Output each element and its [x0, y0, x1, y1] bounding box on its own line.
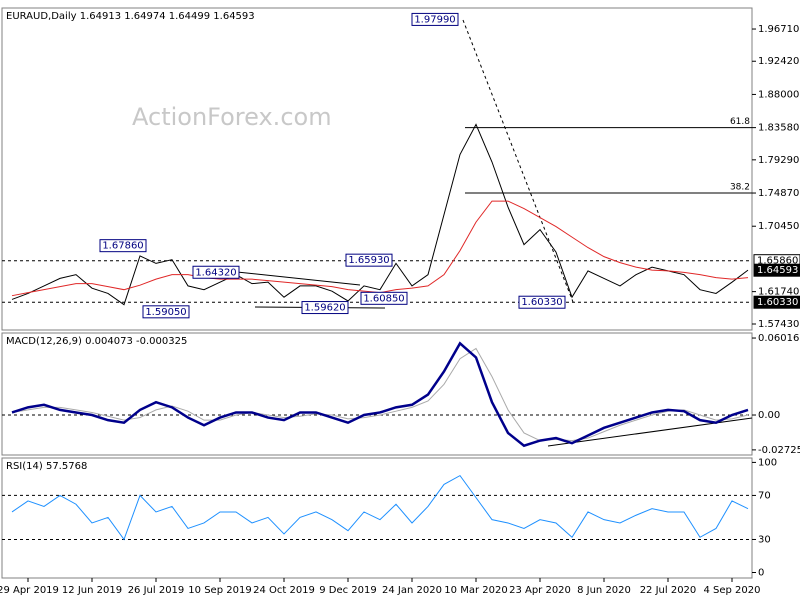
- y-tick-label: 1.57430: [758, 319, 799, 330]
- y-tick-label: -0.02725: [758, 445, 800, 456]
- series-line: [11, 474, 749, 541]
- pane-title: MACD(12,26,9) 0.004073 -0.000325: [6, 336, 187, 347]
- annotation-label: 1.65930: [348, 255, 389, 266]
- trend-line: [462, 19, 574, 303]
- y-tick-label: 1.92420: [758, 56, 799, 67]
- y-tick-label: 0: [758, 567, 764, 578]
- x-tick-label: 12 Jun 2019: [62, 585, 122, 596]
- x-tick-label: 26 Jul 2019: [128, 585, 185, 596]
- y-tick-label: 30: [758, 534, 771, 545]
- x-tick-label: 24 Oct 2019: [253, 585, 315, 596]
- annotation-box: [411, 12, 459, 26]
- x-tick-label: 29 Apr 2019: [0, 585, 59, 596]
- y-tick-label: 1.96710: [758, 24, 799, 35]
- y-tick-label: 1.74870: [758, 188, 799, 199]
- y-tick-label: 1.79290: [758, 155, 799, 166]
- annotation-label: 1.67860: [102, 241, 143, 252]
- pane-title: RSI(14) 57.5768: [6, 461, 87, 472]
- annotation-box: [142, 305, 190, 319]
- price-box: [753, 295, 800, 309]
- price-box: [753, 263, 800, 277]
- fib-label: 38.2: [730, 183, 750, 193]
- annotation-box: [192, 265, 240, 279]
- annotation-box: [301, 301, 349, 315]
- y-tick-label: 1.88000: [758, 89, 799, 100]
- x-tick-label: 22 Jul 2020: [640, 585, 697, 596]
- annotation-label: 1.60850: [363, 293, 404, 304]
- watermark: ActionForex.com: [132, 103, 332, 131]
- y-tick-label: 70: [758, 490, 771, 501]
- annotation-label: 1.64320: [195, 267, 236, 278]
- annotation-box: [360, 291, 408, 305]
- x-tick-label: 10 Mar 2020: [444, 585, 507, 596]
- trend-line: [547, 417, 753, 447]
- fib-label: 61.8: [730, 117, 750, 127]
- trend-line: [236, 271, 361, 286]
- series-line: [11, 341, 749, 448]
- series-line: [11, 123, 749, 306]
- annotation-label: 1.60330: [521, 297, 562, 308]
- x-tick-label: 23 Apr 2020: [509, 585, 571, 596]
- series-line: [11, 347, 749, 442]
- y-tick-label: 0.060165: [758, 333, 800, 344]
- rsi-pane: [1, 457, 753, 579]
- x-tick-label: 8 Jun 2020: [577, 585, 631, 596]
- annotation-label: 1.97990: [414, 14, 455, 25]
- macd-pane: [1, 332, 753, 456]
- annotation-label: 1.59050: [145, 307, 186, 318]
- price-box-label: 1.64593: [757, 265, 798, 276]
- y-tick-label: 0.00: [758, 410, 780, 421]
- y-tick-label: 1.61740: [758, 287, 799, 298]
- annotation-label: 1.59620: [304, 303, 345, 314]
- annotation-box: [99, 239, 147, 253]
- x-tick-label: 9 Dec 2019: [319, 585, 377, 596]
- y-tick-label: 1.83580: [758, 123, 799, 134]
- price-pane: [1, 7, 753, 331]
- y-tick-label: 100: [758, 457, 777, 468]
- price-box-label: 1.60330: [757, 297, 798, 308]
- annotation-box: [518, 295, 566, 309]
- x-tick-label: 24 Jan 2020: [382, 585, 442, 596]
- x-tick-label: 4 Sep 2020: [703, 585, 760, 596]
- y-tick-label: 1.70450: [758, 221, 799, 232]
- annotation-box: [345, 253, 393, 267]
- x-tick-label: 10 Sep 2019: [188, 585, 251, 596]
- price-box-label: 1.65860: [757, 256, 798, 267]
- pane-title: EURAUD,Daily 1.64913 1.64974 1.64499 1.6…: [6, 11, 255, 22]
